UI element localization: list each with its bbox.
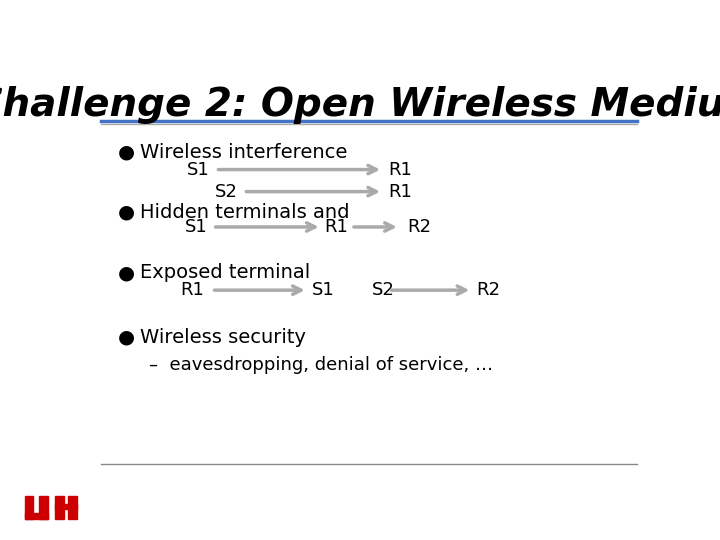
Text: –  eavesdropping, denial of service, …: – eavesdropping, denial of service, … bbox=[148, 356, 492, 374]
Text: R2: R2 bbox=[407, 218, 431, 236]
Text: S1: S1 bbox=[312, 281, 335, 299]
Text: Hidden terminals and: Hidden terminals and bbox=[140, 203, 350, 222]
Text: S1: S1 bbox=[184, 218, 207, 236]
Text: S2: S2 bbox=[215, 183, 238, 201]
Text: R1: R1 bbox=[389, 183, 413, 201]
Text: ●: ● bbox=[118, 203, 135, 222]
Text: Challenge 2: Open Wireless Medium: Challenge 2: Open Wireless Medium bbox=[0, 85, 720, 124]
Bar bbox=[24, 496, 33, 518]
Text: ●: ● bbox=[118, 143, 135, 161]
Bar bbox=[68, 496, 77, 518]
Bar bbox=[39, 496, 48, 518]
Text: Wireless interference: Wireless interference bbox=[140, 143, 348, 161]
Text: S1: S1 bbox=[187, 160, 210, 179]
Text: ●: ● bbox=[118, 328, 135, 347]
Text: R1: R1 bbox=[389, 160, 413, 179]
Bar bbox=[55, 504, 77, 509]
Text: R2: R2 bbox=[476, 281, 500, 299]
Text: R1: R1 bbox=[324, 218, 348, 236]
Text: R1: R1 bbox=[181, 281, 204, 299]
Bar bbox=[55, 496, 64, 518]
Bar bbox=[24, 514, 48, 518]
Text: Wireless security: Wireless security bbox=[140, 328, 306, 347]
Text: S2: S2 bbox=[372, 281, 395, 299]
Text: ●: ● bbox=[118, 263, 135, 282]
Text: Exposed terminal: Exposed terminal bbox=[140, 263, 310, 282]
